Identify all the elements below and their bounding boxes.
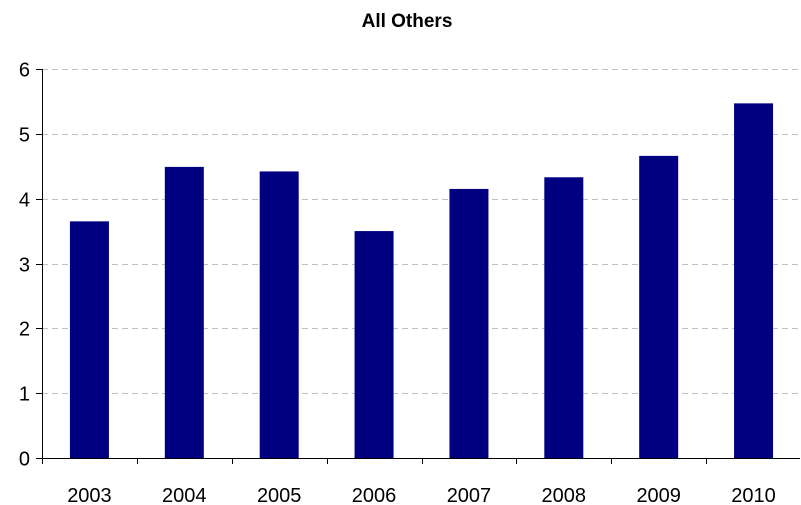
y-tick-label-0: 0 [19,449,30,471]
gridlines [42,69,800,394]
x-tick-label-2007: 2007 [447,485,492,505]
bar-2007 [449,188,489,458]
x-tick-label-2006: 2006 [352,485,397,505]
bar-2005 [259,171,299,458]
x-tick-labels: 2003 2004 2005 2006 2007 2008 2009 2010 [67,485,776,505]
bar-2004 [164,166,204,458]
bar-2006 [354,231,394,458]
x-tick-label-2004: 2004 [162,485,207,505]
bar-2010 [734,103,774,459]
y-tick-label-1: 1 [19,384,30,406]
y-tick-labels: 0 1 2 3 4 5 6 [19,60,30,471]
x-tick-label-2008: 2008 [542,485,587,505]
y-tick-label-4: 4 [19,190,30,212]
y-tick-label-6: 6 [19,60,30,82]
x-tick-label-2003: 2003 [67,485,112,505]
bars [69,103,774,459]
chart-title: All Others [362,11,453,32]
bar-2009 [639,155,679,458]
x-tick-label-2005: 2005 [257,485,302,505]
y-tick-label-2: 2 [19,319,30,341]
bar-2003 [69,221,109,458]
y-tick-label-5: 5 [19,125,30,147]
y-tick-label-3: 3 [19,255,30,277]
x-tick-label-2010: 2010 [731,485,776,505]
axes [36,69,800,464]
x-tick-label-2009: 2009 [636,485,681,505]
bar-2008 [544,177,584,458]
